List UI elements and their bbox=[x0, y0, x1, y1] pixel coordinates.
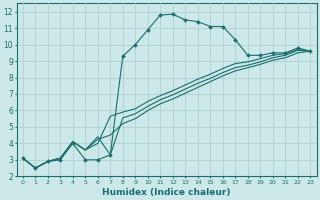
X-axis label: Humidex (Indice chaleur): Humidex (Indice chaleur) bbox=[102, 188, 231, 197]
